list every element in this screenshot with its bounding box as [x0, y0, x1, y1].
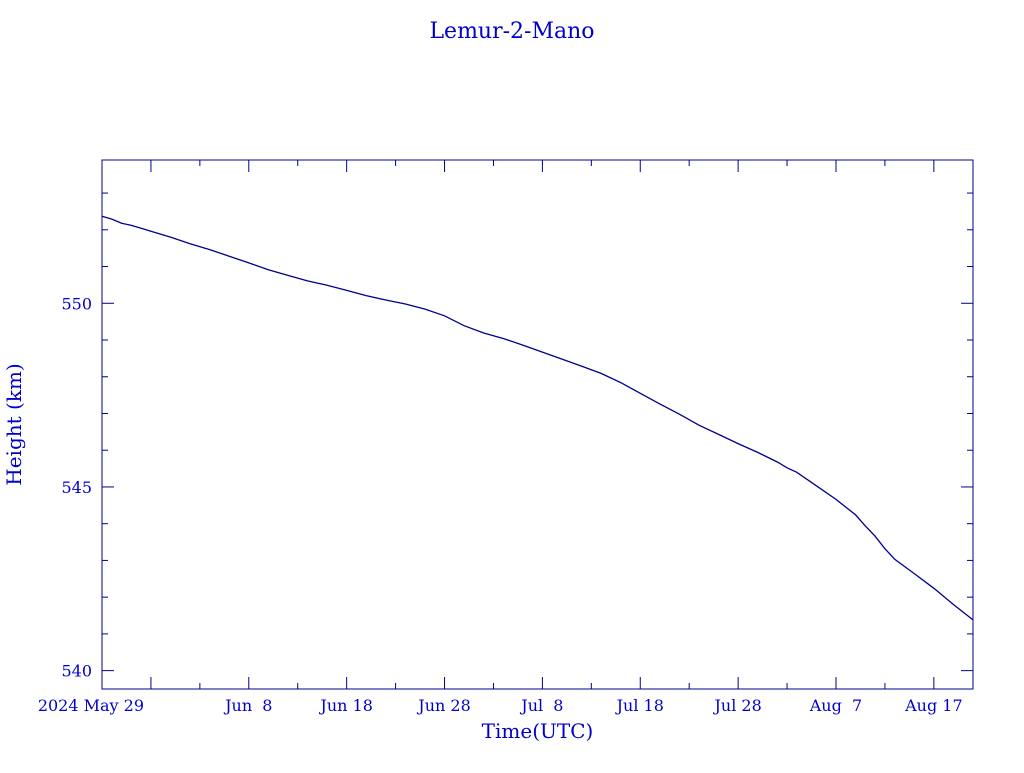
y-tick-label: 540	[61, 662, 92, 681]
y-tick-label: 545	[61, 478, 92, 497]
x-axis-label: Time(UTC)	[482, 719, 594, 743]
y-tick-label: 550	[61, 294, 92, 313]
x-tick-label: Jul 28	[712, 696, 761, 715]
x-ticks	[101, 160, 935, 689]
height-series-line	[101, 215, 974, 621]
x-tick-label: 2024 May 29	[38, 696, 144, 715]
y-tick-labels: 540 545 550	[61, 294, 92, 680]
chart-title: Lemur-2-Mano	[429, 19, 594, 44]
x-tick-label: Jul 18	[615, 696, 664, 715]
x-tick-label: Jun 8	[223, 696, 272, 715]
x-tick-label: Jun 28	[416, 696, 470, 715]
x-tick-label: Jul 8	[519, 696, 563, 715]
x-tick-label: Jun 18	[318, 696, 372, 715]
y-ticks	[102, 192, 973, 672]
x-tick-label: Aug 7	[809, 696, 862, 715]
x-tick-labels: 2024 May 29 Jun 8 Jun 18 Jun 28 Jul 8 Jul 18 J…	[38, 696, 963, 715]
plot-frame	[101, 159, 974, 690]
y-axis-label: Height (km)	[2, 363, 26, 485]
x-tick-label: Aug 17	[904, 696, 963, 715]
